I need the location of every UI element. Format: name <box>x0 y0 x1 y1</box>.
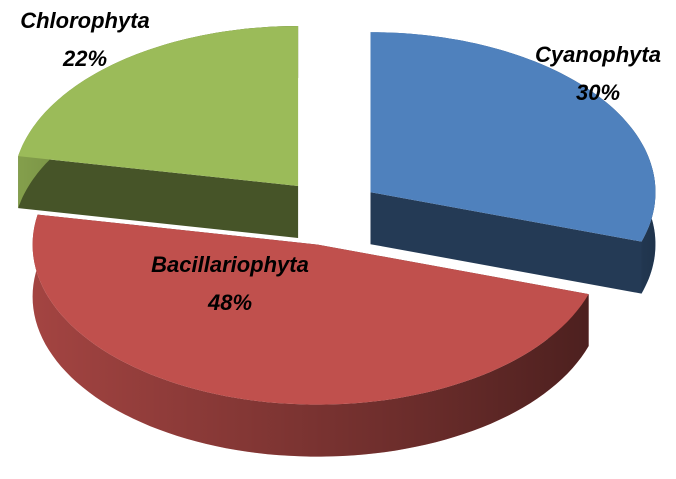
slice-top <box>32 214 589 405</box>
data-label: Bacillariophyta 48% <box>150 246 310 322</box>
slice <box>18 26 299 238</box>
slice-rim-shade <box>32 214 589 457</box>
slice <box>370 32 656 294</box>
value-label: 22% <box>62 46 107 71</box>
value-label: 48% <box>207 290 253 315</box>
slice-wall <box>370 192 642 294</box>
category-label: Bacillariophyta <box>151 252 309 277</box>
value-label: 30% <box>576 80 620 105</box>
category-label: Cyanophyta <box>535 42 661 67</box>
category-label: Chlorophyta <box>20 8 150 33</box>
slice-top <box>370 32 656 242</box>
data-label-box: Bacillariophyta 48% <box>150 246 310 322</box>
slice-wall <box>18 156 299 238</box>
slice <box>32 214 589 457</box>
slice-top <box>18 26 299 186</box>
